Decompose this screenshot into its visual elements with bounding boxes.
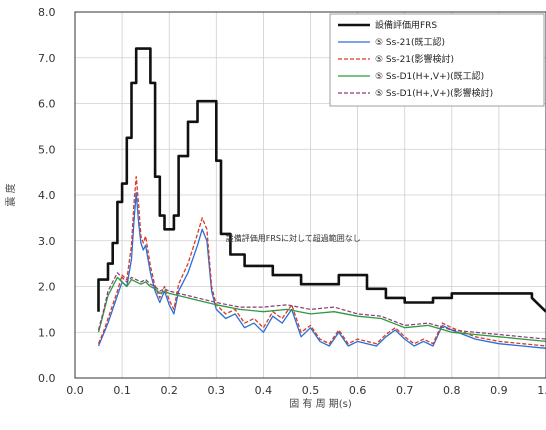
y-tick-label: 0.0 <box>38 372 56 385</box>
x-tick-label: 0.1 <box>113 384 131 397</box>
series-line-0 <box>97 47 546 313</box>
x-tick-label: 0.8 <box>443 384 461 397</box>
y-tick-labels: 0.0 1.0 2.0 3.0 4.0 5.0 6.0 7.0 8.0 <box>38 6 56 385</box>
series-line-2 <box>97 176 546 347</box>
annotation: 設備評価用FRSに対して超過範囲なし <box>226 233 361 243</box>
y-tick-label: 6.0 <box>38 98 56 111</box>
y-axis-label: 震 度 <box>4 183 17 206</box>
series-line-1 <box>97 192 546 349</box>
y-tick-label: 7.0 <box>38 52 56 65</box>
y-tick-label: 3.0 <box>38 235 56 248</box>
x-tick-label: 0.0 <box>66 384 84 397</box>
x-tick-labels: 0.0 0.1 0.2 0.3 0.4 0.5 0.6 0.7 0.8 0.9 1.0 <box>66 384 546 397</box>
x-tick-label: 0.2 <box>160 384 178 397</box>
x-tick-label: 1.0 <box>537 384 546 397</box>
legend-box <box>329 13 545 107</box>
series-line-4 <box>97 272 546 340</box>
x-axis-label: 固 有 周 期(s) <box>289 397 352 410</box>
legend-entry-label: ⑤ Ss-21(影響検討) <box>375 53 454 65</box>
series-layer <box>97 47 546 349</box>
x-tick-label: 0.7 <box>396 384 414 397</box>
legend-entry-label: ⑤ Ss-D1(H+,V+)(既工認) <box>375 70 484 82</box>
x-tick-label: 0.5 <box>302 384 320 397</box>
y-tick-label: 8.0 <box>38 6 56 19</box>
x-tick-label: 0.6 <box>349 384 367 397</box>
legend-entry-label: 設備評価用FRS <box>375 19 437 31</box>
y-tick-label: 1.0 <box>38 326 56 339</box>
series-line-3 <box>97 276 546 343</box>
y-tick-label: 5.0 <box>38 143 56 156</box>
plot-frame <box>74 11 546 379</box>
x-tick-label: 0.4 <box>255 384 273 397</box>
y-tick-label: 2.0 <box>38 281 56 294</box>
legend: 設備評価用FRS ⑤ Ss-21(既工認) ⑤ Ss-21(影響検討) ⑤ Ss-D1… <box>329 13 545 107</box>
x-tick-label: 0.9 <box>490 384 508 397</box>
y-tick-label: 4.0 <box>38 189 56 202</box>
legend-entry-label: ⑤ Ss-21(既工認) <box>375 36 445 48</box>
x-tick-label: 0.3 <box>208 384 226 397</box>
legend-entry-label: ⑤ Ss-D1(H+,V+)(影響検討) <box>375 87 493 99</box>
